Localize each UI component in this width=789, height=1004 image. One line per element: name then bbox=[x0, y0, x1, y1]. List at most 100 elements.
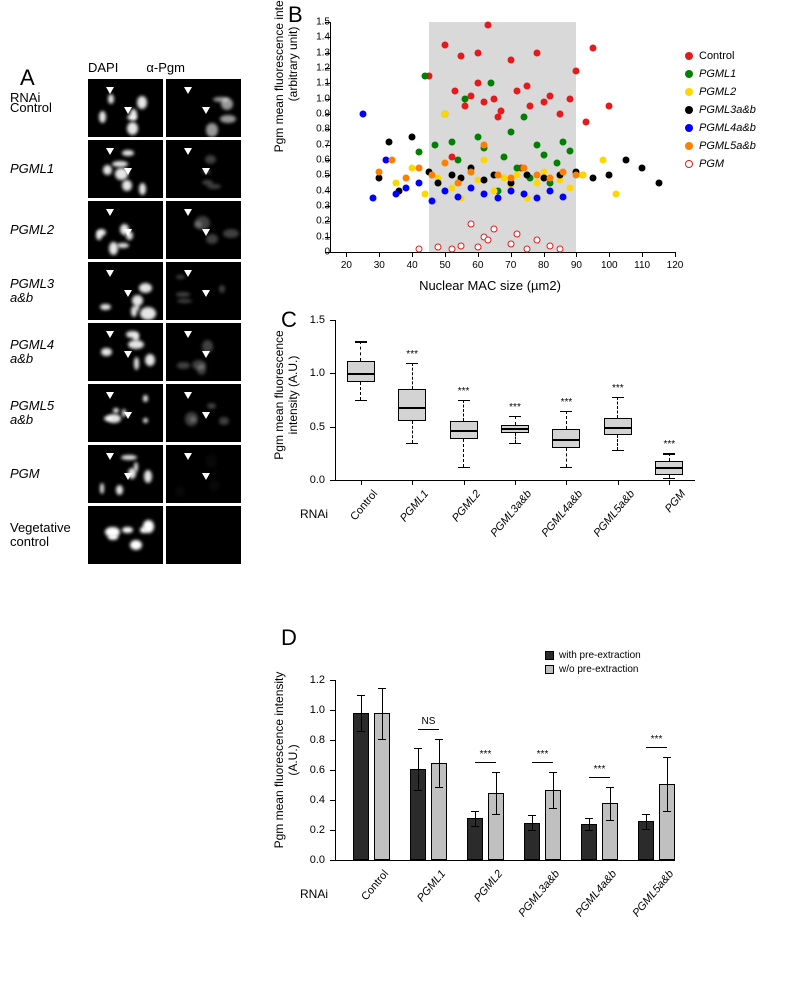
panel-a-row: PGML5a&b bbox=[10, 384, 250, 442]
arrowhead-icon bbox=[106, 148, 114, 155]
legend-item: w/o pre-extraction bbox=[545, 664, 641, 675]
scatter-point bbox=[468, 221, 475, 228]
scatter-point bbox=[524, 245, 531, 252]
scatter-point bbox=[534, 180, 541, 187]
scatter-point bbox=[455, 157, 462, 164]
legend-marker bbox=[685, 52, 693, 60]
panel-label-d: D bbox=[281, 625, 297, 651]
scatter-point bbox=[520, 190, 527, 197]
scatter-point bbox=[442, 111, 449, 118]
scatter-point bbox=[566, 184, 573, 191]
arrowhead-icon bbox=[184, 270, 192, 277]
scatter-point bbox=[376, 175, 383, 182]
x-tick-label: PGML5a&b bbox=[622, 868, 676, 929]
scatter-point bbox=[534, 195, 541, 202]
panel-d-barchart: 0.00.20.40.60.81.01.2 Pgm mean fluoresce… bbox=[280, 650, 720, 970]
scatter-point bbox=[474, 49, 481, 56]
scatter-point bbox=[612, 190, 619, 197]
scatter-point bbox=[376, 169, 383, 176]
dapi-image bbox=[88, 262, 163, 320]
scatter-point bbox=[655, 180, 662, 187]
scatter-point bbox=[589, 45, 596, 52]
scatter-point bbox=[540, 98, 547, 105]
scatter-point bbox=[442, 42, 449, 49]
scatter-point bbox=[488, 80, 495, 87]
scatter-point bbox=[435, 180, 442, 187]
scatter-point bbox=[389, 157, 396, 164]
arrowhead-icon bbox=[124, 351, 132, 358]
panel-c-side-label: RNAi bbox=[300, 507, 328, 521]
panel-a-row-label: PGML5a&b bbox=[10, 399, 88, 428]
scatter-point bbox=[583, 118, 590, 125]
panel-a-microscopy: RNAi DAPI α-Pgm ControlPGML1PGML2PGML3a&… bbox=[10, 60, 250, 564]
arrowhead-icon bbox=[124, 107, 132, 114]
arrowhead-icon bbox=[184, 453, 192, 460]
arrowhead-icon bbox=[106, 453, 114, 460]
scatter-point bbox=[428, 198, 435, 205]
dapi-image bbox=[88, 323, 163, 381]
scatter-point bbox=[432, 141, 439, 148]
scatter-point bbox=[566, 147, 573, 154]
apgm-image bbox=[166, 262, 241, 320]
dapi-image bbox=[88, 79, 163, 137]
boxplot-box bbox=[552, 429, 580, 448]
scatter-point bbox=[520, 114, 527, 121]
scatter-point bbox=[501, 153, 508, 160]
scatter-point bbox=[481, 141, 488, 148]
x-tick-label: PGML3a&b bbox=[480, 488, 534, 549]
scatter-point bbox=[458, 242, 465, 249]
panel-b-axis-x bbox=[330, 252, 675, 253]
scatter-point bbox=[474, 244, 481, 251]
boxplot-box bbox=[347, 361, 375, 382]
legend-marker bbox=[685, 70, 693, 78]
x-tick-label: Control bbox=[326, 488, 380, 549]
col-header-apgm: α-Pgm bbox=[146, 60, 185, 75]
significance-marker: *** bbox=[406, 349, 418, 360]
scatter-point bbox=[547, 187, 554, 194]
scatter-point bbox=[468, 169, 475, 176]
scatter-point bbox=[534, 141, 541, 148]
legend-label: PGML4a&b bbox=[699, 122, 756, 134]
legend-item: PGML5a&b bbox=[685, 140, 756, 152]
scatter-point bbox=[514, 88, 521, 95]
scatter-point bbox=[573, 172, 580, 179]
scatter-point bbox=[359, 111, 366, 118]
scatter-point bbox=[481, 176, 488, 183]
panel-a-row-label: PGML4a&b bbox=[10, 338, 88, 367]
scatter-point bbox=[622, 157, 629, 164]
scatter-point bbox=[415, 245, 422, 252]
panel-a-row: Control bbox=[10, 79, 250, 137]
scatter-point bbox=[639, 164, 646, 171]
scatter-point bbox=[448, 172, 455, 179]
x-tick-label: PGML4a&b bbox=[565, 868, 619, 929]
legend-item: PGML3a&b bbox=[685, 104, 756, 116]
scatter-point bbox=[451, 88, 458, 95]
significance-marker: *** bbox=[651, 734, 663, 745]
arrowhead-icon bbox=[106, 270, 114, 277]
scatter-point bbox=[415, 180, 422, 187]
apgm-image bbox=[166, 201, 241, 259]
scatter-point bbox=[540, 152, 547, 159]
scatter-point bbox=[606, 172, 613, 179]
panel-b-scatter: 00.10.20.30.40.50.60.70.80.91.01.11.21.3… bbox=[270, 10, 770, 290]
x-tick-label: PGML5a&b bbox=[583, 488, 637, 549]
scatter-point bbox=[557, 245, 564, 252]
legend-label: PGM bbox=[699, 158, 724, 170]
scatter-point bbox=[481, 190, 488, 197]
scatter-point bbox=[606, 103, 613, 110]
scatter-point bbox=[369, 195, 376, 202]
apgm-image bbox=[166, 384, 241, 442]
panel-a-rows: ControlPGML1PGML2PGML3a&bPGML4a&bPGML5a&… bbox=[10, 79, 250, 564]
legend-item: PGML4a&b bbox=[685, 122, 756, 134]
panel-a-row-label: Vegetativecontrol bbox=[10, 521, 88, 550]
scatter-point bbox=[415, 164, 422, 171]
arrowhead-icon bbox=[106, 392, 114, 399]
scatter-point bbox=[573, 68, 580, 75]
scatter-point bbox=[494, 172, 501, 179]
scatter-point bbox=[514, 172, 521, 179]
arrowhead-icon bbox=[184, 331, 192, 338]
scatter-point bbox=[553, 160, 560, 167]
scatter-point bbox=[402, 175, 409, 182]
panel-a-row: PGML2 bbox=[10, 201, 250, 259]
scatter-point bbox=[392, 190, 399, 197]
